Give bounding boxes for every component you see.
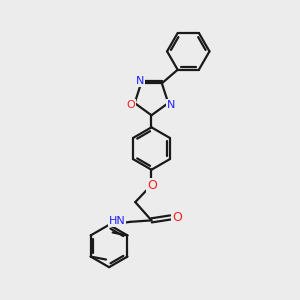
Text: N: N bbox=[135, 76, 144, 86]
Text: O: O bbox=[127, 100, 136, 110]
Text: O: O bbox=[172, 211, 182, 224]
Text: O: O bbox=[147, 179, 157, 192]
Text: HN: HN bbox=[109, 216, 125, 226]
Text: N: N bbox=[167, 100, 176, 110]
